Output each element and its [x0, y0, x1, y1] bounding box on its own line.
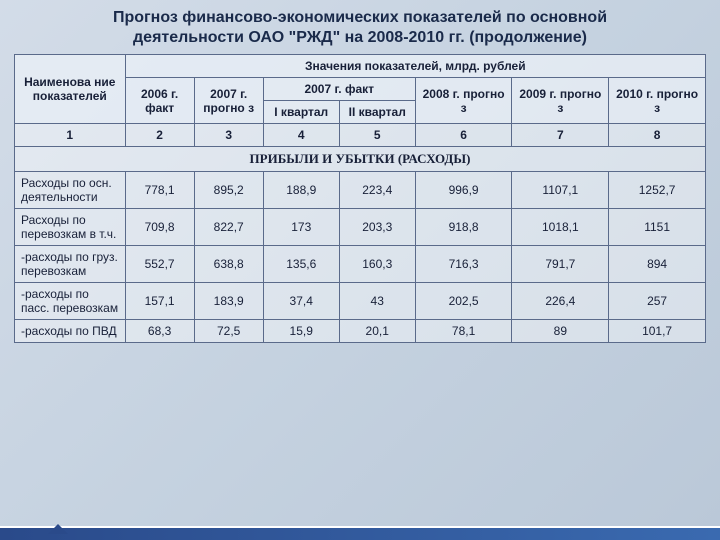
cell: 188,9: [263, 172, 339, 209]
th-topspan: Значения показателей, млрд. рублей: [125, 55, 705, 78]
cell: 101,7: [609, 320, 706, 343]
table-row: Расходы по осн. деятельности 778,1 895,2…: [15, 172, 706, 209]
cell: 1252,7: [609, 172, 706, 209]
cell: 552,7: [125, 246, 194, 283]
table-row: -расходы по пасс. перевозкам 157,1 183,9…: [15, 283, 706, 320]
row-label: -расходы по ПВД: [15, 320, 126, 343]
colnum: 5: [339, 124, 415, 147]
th-2009: 2009 г. прогно з: [512, 78, 609, 124]
section-header: ПРИБЫЛИ И УБЫТКИ (РАСХОДЫ): [15, 147, 706, 172]
cell: 778,1: [125, 172, 194, 209]
cell: 43: [339, 283, 415, 320]
title-line2: деятельности ОАО "РЖД" на 2008-2010 гг. …: [133, 29, 587, 46]
cell: 203,3: [339, 209, 415, 246]
colnum: 8: [609, 124, 706, 147]
cell: 1107,1: [512, 172, 609, 209]
cell: 78,1: [415, 320, 512, 343]
cell: 1151: [609, 209, 706, 246]
colnum: 1: [15, 124, 126, 147]
th-q1: I квартал: [263, 101, 339, 124]
colnum: 3: [194, 124, 263, 147]
th-2008: 2008 г. прогно з: [415, 78, 512, 124]
cell: 822,7: [194, 209, 263, 246]
cell: 716,3: [415, 246, 512, 283]
cell: 895,2: [194, 172, 263, 209]
cell: 1018,1: [512, 209, 609, 246]
row-label: Расходы по перевозкам в т.ч.: [15, 209, 126, 246]
row-label: -расходы по груз. перевозкам: [15, 246, 126, 283]
cell: 257: [609, 283, 706, 320]
cell: 638,8: [194, 246, 263, 283]
cell: 709,8: [125, 209, 194, 246]
cell: 135,6: [263, 246, 339, 283]
cell: 68,3: [125, 320, 194, 343]
colnum: 2: [125, 124, 194, 147]
slide-title: Прогноз финансово-экономических показате…: [14, 8, 706, 48]
footer-bar: [0, 526, 720, 540]
title-line1: Прогноз финансово-экономических показате…: [113, 9, 607, 26]
colnum: 4: [263, 124, 339, 147]
cell: 894: [609, 246, 706, 283]
th-2007f: 2007 г. факт: [263, 78, 415, 101]
table-row: -расходы по ПВД 68,3 72,5 15,9 20,1 78,1…: [15, 320, 706, 343]
cell: 173: [263, 209, 339, 246]
cell: 791,7: [512, 246, 609, 283]
cell: 37,4: [263, 283, 339, 320]
table-row: -расходы по груз. перевозкам 552,7 638,8…: [15, 246, 706, 283]
th-name: Наименова ние показателей: [15, 55, 126, 124]
cell: 183,9: [194, 283, 263, 320]
row-label: Расходы по осн. деятельности: [15, 172, 126, 209]
cell: 996,9: [415, 172, 512, 209]
colnum: 7: [512, 124, 609, 147]
cell: 918,8: [415, 209, 512, 246]
cell: 89: [512, 320, 609, 343]
table-row: Расходы по перевозкам в т.ч. 709,8 822,7…: [15, 209, 706, 246]
row-label: -расходы по пасс. перевозкам: [15, 283, 126, 320]
th-2006: 2006 г. факт: [125, 78, 194, 124]
cell: 20,1: [339, 320, 415, 343]
cell: 202,5: [415, 283, 512, 320]
th-2010: 2010 г. прогно з: [609, 78, 706, 124]
th-2007p: 2007 г. прогно з: [194, 78, 263, 124]
colnum: 6: [415, 124, 512, 147]
cell: 223,4: [339, 172, 415, 209]
cell: 226,4: [512, 283, 609, 320]
th-q2: II квартал: [339, 101, 415, 124]
cell: 15,9: [263, 320, 339, 343]
cell: 160,3: [339, 246, 415, 283]
cell: 72,5: [194, 320, 263, 343]
forecast-table: Наименова ние показателей Значения показ…: [14, 54, 706, 343]
cell: 157,1: [125, 283, 194, 320]
